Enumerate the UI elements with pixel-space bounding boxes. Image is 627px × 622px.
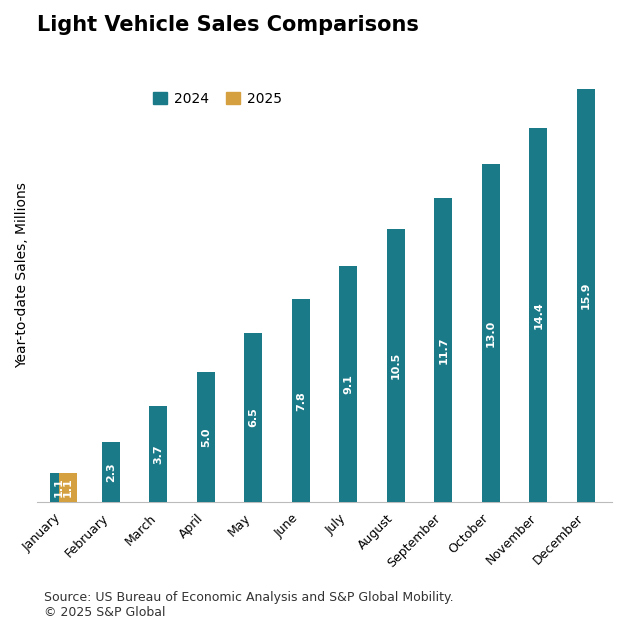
Bar [245, 333, 263, 502]
Bar [59, 473, 77, 502]
Y-axis label: Year-to-date Sales, Millions: Year-to-date Sales, Millions [15, 182, 29, 368]
Text: 11.7: 11.7 [438, 337, 448, 364]
Text: 7.8: 7.8 [296, 391, 306, 411]
Text: 6.5: 6.5 [248, 407, 258, 427]
Text: 9.1: 9.1 [344, 374, 354, 394]
Bar [197, 372, 215, 502]
Bar [435, 198, 453, 502]
Bar [102, 442, 120, 502]
Bar [387, 230, 405, 502]
Text: 14.4: 14.4 [534, 301, 544, 329]
Legend: 2024, 2025: 2024, 2025 [148, 86, 287, 111]
Bar [50, 473, 68, 502]
Text: 10.5: 10.5 [391, 352, 401, 379]
Text: 1.1: 1.1 [54, 478, 64, 498]
Bar [339, 266, 357, 502]
Text: Source: US Bureau of Economic Analysis and S&P Global Mobility.
© 2025 S&P Globa: Source: US Bureau of Economic Analysis a… [44, 591, 453, 619]
Bar [529, 128, 547, 502]
Bar [482, 164, 500, 502]
Bar [292, 299, 310, 502]
Bar [149, 406, 167, 502]
Text: 3.7: 3.7 [154, 444, 164, 463]
Text: 13.0: 13.0 [486, 320, 496, 347]
Text: 1.1: 1.1 [63, 478, 73, 498]
Text: 2.3: 2.3 [106, 462, 116, 482]
Text: Light Vehicle Sales Comparisons: Light Vehicle Sales Comparisons [38, 15, 419, 35]
Text: 5.0: 5.0 [201, 427, 211, 447]
Bar [577, 89, 595, 502]
Text: 15.9: 15.9 [581, 282, 591, 309]
